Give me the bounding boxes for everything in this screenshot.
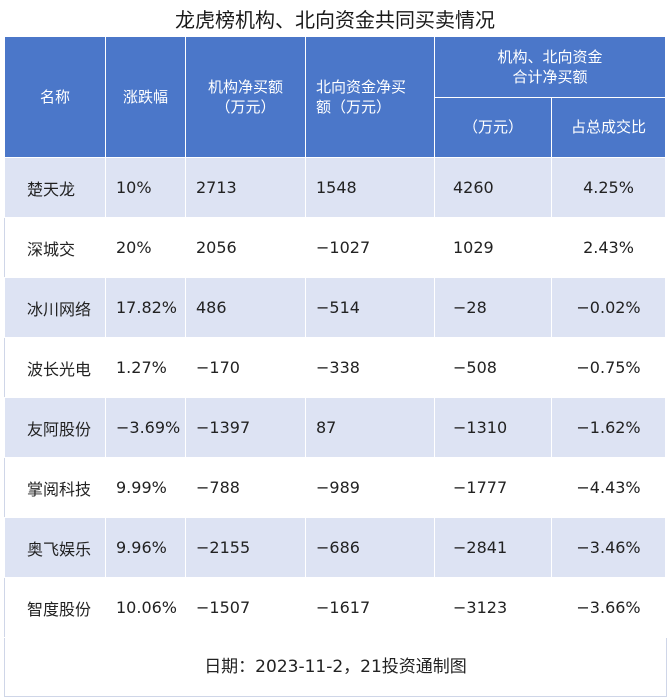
cell-north-net: −686 bbox=[305, 517, 435, 578]
cell-change: 1.27% bbox=[105, 337, 186, 398]
cell-total-net: 1029 bbox=[434, 217, 552, 278]
table-body: 楚天龙 10% 2713 1548 4260 4.25% 深城交 20% 2056 −1027 10… bbox=[4, 157, 667, 638]
cell-total-net: 4260 bbox=[434, 157, 552, 218]
cell-north-net: −1027 bbox=[305, 217, 435, 278]
cell-ratio: −0.02% bbox=[550, 277, 667, 338]
header-north: 北向资金净买 额（万元） bbox=[305, 36, 435, 158]
header-combined-amount: （万元） bbox=[434, 96, 552, 158]
header-north-line1: 北向资金净买 bbox=[316, 78, 407, 96]
header-name: 名称 bbox=[4, 36, 106, 158]
cell-total-net: −1777 bbox=[434, 457, 552, 518]
cell-ratio: 2.43% bbox=[550, 217, 667, 278]
header-north-line2: 额（万元） bbox=[316, 98, 392, 116]
header-combined-line1: 机构、北向资金 bbox=[497, 47, 603, 66]
cell-name: 波长光电 bbox=[4, 337, 106, 398]
header-combined: 机构、北向资金 合计净买额 bbox=[433, 36, 667, 98]
cell-north-net: −1617 bbox=[305, 577, 435, 638]
table-row: 波长光电 1.27% −170 −338 −508 −0.75% bbox=[4, 337, 667, 398]
cell-inst-net: −2155 bbox=[185, 517, 306, 578]
header-combined-ratio: 占总成交比 bbox=[550, 96, 667, 158]
cell-north-net: −989 bbox=[305, 457, 435, 518]
data-table: 名称 涨跌幅 机构净买额 （万元） 北向资金净买 额（万元） 机构、北向资金 合… bbox=[4, 36, 667, 638]
header-combined-line2: 合计净买额 bbox=[512, 67, 588, 86]
cell-ratio: −0.75% bbox=[550, 337, 667, 398]
cell-total-net: −1310 bbox=[434, 397, 552, 458]
header-change: 涨跌幅 bbox=[105, 36, 186, 158]
table-row: 楚天龙 10% 2713 1548 4260 4.25% bbox=[4, 157, 667, 218]
table-row: 冰川网络 17.82% 486 −514 −28 −0.02% bbox=[4, 277, 667, 338]
cell-north-net: 1548 bbox=[305, 157, 435, 218]
cell-total-net: −2841 bbox=[434, 517, 552, 578]
cell-change: 9.96% bbox=[105, 517, 186, 578]
table-row: 奥飞娱乐 9.96% −2155 −686 −2841 −3.46% bbox=[4, 517, 667, 578]
cell-inst-net: −170 bbox=[185, 337, 306, 398]
header-inst-line2: （万元） bbox=[215, 98, 276, 116]
cell-north-net: −514 bbox=[305, 277, 435, 338]
cell-ratio: 4.25% bbox=[550, 157, 667, 218]
header-inst: 机构净买额 （万元） bbox=[185, 36, 306, 158]
footer-caption: 日期：2023-11-2，21投资通制图 bbox=[4, 638, 667, 697]
cell-change: 10% bbox=[105, 157, 186, 218]
cell-change: 20% bbox=[105, 217, 186, 278]
cell-inst-net: 2713 bbox=[185, 157, 306, 218]
cell-change: 17.82% bbox=[105, 277, 186, 338]
cell-ratio: −3.66% bbox=[550, 577, 667, 638]
table-row: 掌阅科技 9.99% −788 −989 −1777 −4.43% bbox=[4, 457, 667, 518]
cell-total-net: −3123 bbox=[434, 577, 552, 638]
cell-inst-net: 486 bbox=[185, 277, 306, 338]
cell-inst-net: −1507 bbox=[185, 577, 306, 638]
table-row: 友阿股份 −3.69% −1397 87 −1310 −1.62% bbox=[4, 397, 667, 458]
table-row: 深城交 20% 2056 −1027 1029 2.43% bbox=[4, 217, 667, 278]
header-inst-line1: 机构净买额 bbox=[207, 78, 283, 96]
cell-change: −3.69% bbox=[105, 397, 186, 458]
cell-ratio: −1.62% bbox=[550, 397, 667, 458]
cell-total-net: −28 bbox=[434, 277, 552, 338]
cell-change: 10.06% bbox=[105, 577, 186, 638]
cell-name: 智度股份 bbox=[4, 577, 106, 638]
cell-ratio: −3.46% bbox=[550, 517, 667, 578]
cell-north-net: 87 bbox=[305, 397, 435, 458]
cell-name: 楚天龙 bbox=[4, 157, 106, 218]
cell-name: 掌阅科技 bbox=[4, 457, 106, 518]
cell-name: 深城交 bbox=[4, 217, 106, 278]
table-header: 名称 涨跌幅 机构净买额 （万元） 北向资金净买 额（万元） 机构、北向资金 合… bbox=[4, 36, 667, 158]
cell-inst-net: −788 bbox=[185, 457, 306, 518]
cell-total-net: −508 bbox=[434, 337, 552, 398]
cell-name: 奥飞娱乐 bbox=[4, 517, 106, 578]
cell-name: 冰川网络 bbox=[4, 277, 106, 338]
cell-change: 9.99% bbox=[105, 457, 186, 518]
cell-inst-net: −1397 bbox=[185, 397, 306, 458]
page-title: 龙虎榜机构、北向资金共同买卖情况 bbox=[175, 8, 495, 32]
cell-inst-net: 2056 bbox=[185, 217, 306, 278]
cell-north-net: −338 bbox=[305, 337, 435, 398]
cell-ratio: −4.43% bbox=[550, 457, 667, 518]
table-row: 智度股份 10.06% −1507 −1617 −3123 −3.66% bbox=[4, 577, 667, 638]
cell-name: 友阿股份 bbox=[4, 397, 106, 458]
